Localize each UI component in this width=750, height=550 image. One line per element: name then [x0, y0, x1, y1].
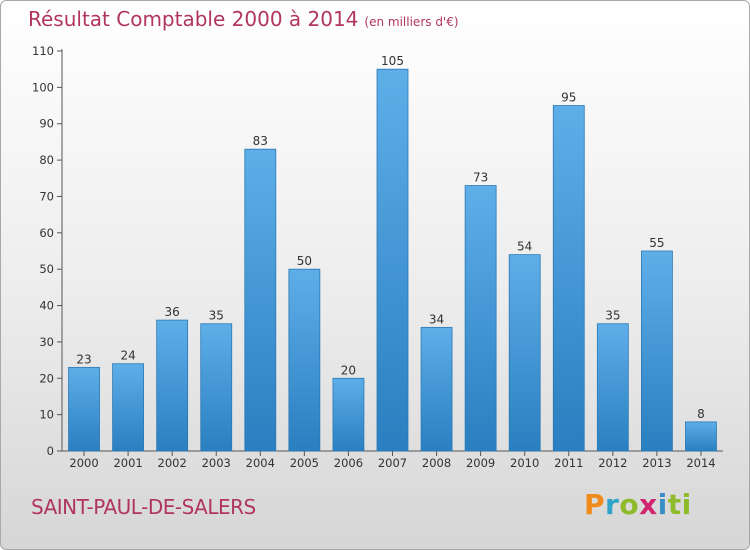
data-label: 105 — [381, 54, 404, 68]
y-tick-label: 90 — [39, 117, 54, 131]
x-tick-label: 2001 — [113, 456, 142, 470]
chart-title-text: Résultat Comptable 2000 à 2014 — [28, 7, 359, 31]
y-tick-label: 70 — [39, 189, 54, 203]
chart-title: Résultat Comptable 2000 à 2014 (en millie… — [28, 7, 459, 31]
y-tick-label: 110 — [32, 44, 54, 58]
data-label: 23 — [76, 352, 91, 366]
logo-letter: o — [619, 488, 640, 521]
bar — [112, 363, 144, 452]
proxiti-logo[interactable]: Proxiti — [584, 488, 692, 521]
labels-group: 2000 23 2001 24 2002 36 2003 35 2004 83 2005 50 2006… — [69, 54, 715, 470]
bar — [200, 323, 233, 452]
data-label: 8 — [697, 407, 705, 421]
bars-group — [68, 68, 717, 452]
x-tick-label: 2005 — [290, 456, 319, 470]
bar — [596, 323, 629, 452]
bar — [552, 105, 585, 452]
y-tick-label: 0 — [47, 444, 54, 458]
x-tick-label: 2012 — [598, 456, 627, 470]
bar — [464, 185, 497, 452]
logo-letter: i — [657, 488, 668, 521]
y-tick-label: 100 — [32, 80, 54, 94]
x-tick-label: 2010 — [510, 456, 539, 470]
data-label: 73 — [473, 171, 488, 185]
data-label: 55 — [649, 236, 664, 250]
bar — [68, 366, 100, 452]
data-label: 36 — [165, 305, 180, 319]
data-label: 20 — [341, 363, 356, 377]
data-label: 54 — [517, 240, 532, 254]
x-tick-label: 2009 — [466, 456, 495, 470]
bar — [508, 254, 541, 452]
x-tick-label: 2003 — [202, 456, 231, 470]
bar — [420, 326, 453, 452]
logo-letter: x — [639, 488, 658, 521]
logo-letter: P — [584, 488, 606, 521]
y-tick-label: 80 — [39, 153, 54, 167]
x-tick-label: 2008 — [422, 456, 451, 470]
x-tick-label: 2004 — [246, 456, 275, 470]
data-label: 35 — [605, 309, 620, 323]
x-tick-label: 2011 — [554, 456, 583, 470]
y-tick-label: 20 — [39, 371, 54, 385]
x-tick-label: 2014 — [686, 456, 715, 470]
data-label: 95 — [561, 91, 576, 105]
bar — [288, 268, 321, 452]
bar — [641, 250, 673, 452]
x-tick-label: 2002 — [158, 456, 187, 470]
x-tick-label: 2007 — [378, 456, 407, 470]
data-label: 35 — [209, 309, 224, 323]
x-tick-label: 2006 — [334, 456, 363, 470]
y-tick-label: 60 — [39, 226, 54, 240]
chart-subtitle: (en milliers d'€) — [364, 15, 459, 29]
data-label: 34 — [429, 312, 444, 326]
bar — [156, 319, 189, 452]
bar — [376, 68, 409, 452]
logo-letter: r — [605, 488, 620, 521]
commune-name: SAINT-PAUL-DE-SALERS — [31, 495, 256, 519]
y-tick-label: 40 — [39, 299, 54, 313]
bar — [685, 421, 717, 452]
bar — [332, 377, 365, 452]
x-tick-label: 2000 — [69, 456, 98, 470]
data-label: 83 — [253, 134, 268, 148]
bar — [244, 148, 277, 452]
y-tick-label: 50 — [39, 262, 54, 276]
logo-letter: i — [681, 488, 692, 521]
data-label: 24 — [120, 349, 135, 363]
y-tick-label: 10 — [39, 408, 54, 422]
x-tick-label: 2013 — [642, 456, 671, 470]
logo-letter: t — [667, 488, 682, 521]
data-label: 50 — [297, 254, 312, 268]
y-tick-label: 30 — [39, 335, 54, 349]
